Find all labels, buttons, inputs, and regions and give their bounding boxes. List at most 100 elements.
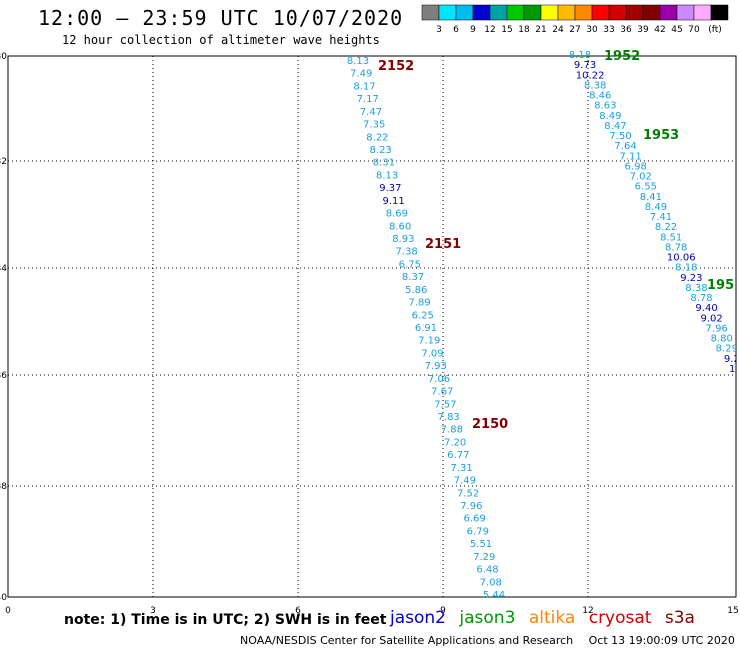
lat-tick-label: -36 — [0, 371, 7, 381]
wave-height-value: 6.25 — [412, 310, 434, 321]
wave-height-value: 6.55 — [635, 182, 657, 193]
color-scale-label: 9 — [470, 25, 476, 35]
color-swatch — [710, 4, 729, 21]
color-scale-label: 21 — [535, 25, 546, 35]
lon-tick-label: 6 — [295, 606, 301, 616]
color-scale-label: 30 — [586, 25, 598, 35]
wave-height-value: 9.11 — [382, 196, 404, 207]
legend-s3a: s3a — [664, 608, 695, 628]
wave-height-value: 6.79 — [467, 526, 489, 537]
map-subtitle: 12 hour collection of altimeter wave hei… — [62, 33, 380, 47]
wave-height-value: 8.29 — [716, 344, 738, 355]
color-scale-label: 3 — [436, 25, 442, 35]
wave-height-value: 9.02 — [700, 313, 722, 324]
legend-jason3: jason3 — [459, 608, 516, 628]
wave-height-value: 8.49 — [645, 202, 667, 213]
wave-height-value: 8.46 — [589, 91, 611, 102]
lat-tick-label: -32 — [0, 157, 7, 167]
wave-height-value: 5.51 — [470, 539, 492, 550]
wave-height-value: 10.22 — [576, 70, 605, 81]
wave-height-value: 7.57 — [434, 399, 456, 410]
wave-height-value: 7.19 — [418, 336, 440, 347]
wave-height-value: 8.60 — [389, 221, 411, 232]
color-scale-label: 33 — [603, 25, 614, 35]
color-scale-label: 6 — [453, 25, 459, 35]
color-scale-label: 12 — [484, 25, 495, 35]
wave-height-value: 8.38 — [685, 283, 707, 294]
lat-tick-label: -30 — [0, 52, 7, 62]
wave-height-value: 8.51 — [660, 232, 682, 243]
wave-height-value: 8.31 — [373, 158, 395, 169]
lat-tick-label: -40 — [0, 593, 7, 603]
wave-height-value: 7.88 — [441, 425, 463, 436]
wave-height-value: 7.89 — [408, 298, 430, 309]
wave-height-value: 7.35 — [363, 120, 385, 131]
wave-height-value: 9.73 — [574, 60, 596, 71]
wave-height-value: 7.20 — [444, 437, 466, 448]
wave-height-value: 8.18 — [569, 50, 591, 61]
lon-tick-label: 15 — [727, 606, 738, 616]
wave-height-value: 7.67 — [431, 387, 453, 398]
pass-label: 1952 — [604, 49, 640, 64]
wave-height-value: 8.69 — [386, 209, 408, 220]
wave-height-value: 7.49 — [350, 69, 372, 80]
pass-label: 2152 — [378, 59, 414, 74]
legend-altika: altika — [528, 608, 576, 628]
color-scale-bar: 3 6 9 12 15 18 21 24 27 30 33 36 39 42 45 70 (ft) — [421, 4, 729, 35]
wave-height-value: 7.02 — [630, 172, 652, 183]
wave-height-value: 8.41 — [640, 192, 662, 203]
wave-height-value: 7.11 — [619, 151, 641, 162]
wave-height-value: 6.48 — [476, 565, 498, 576]
wave-height-value: 5.86 — [405, 285, 427, 296]
wave-height-value: 7.17 — [357, 94, 379, 105]
wave-height-value: 8.78 — [665, 242, 687, 253]
wave-height-value: 8.22 — [366, 132, 388, 143]
wave-height-value: 8.38 — [584, 80, 606, 91]
wave-height-value: 8.13 — [347, 56, 369, 67]
color-scale-label: 39 — [637, 25, 649, 35]
lat-tick-label: -34 — [0, 264, 7, 274]
lon-tick-label: 12 — [582, 606, 593, 616]
credit-timestamp: Oct 13 19:00:09 UTC 2020 — [588, 634, 735, 647]
legend-jason2: jason2 — [390, 608, 446, 628]
color-scale-label: 42 — [654, 25, 665, 35]
credit-org: NOAA/NESDIS Center for Satellite Applica… — [240, 634, 574, 647]
color-scale-label: 15 — [501, 25, 512, 35]
lon-tick-label: 3 — [150, 606, 156, 616]
wave-height-value: 6.77 — [447, 450, 469, 461]
wave-height-value: 9.23 — [680, 273, 702, 284]
color-scale-label: 18 — [518, 25, 530, 35]
wave-height-value: 7.96 — [706, 323, 728, 334]
pass-label: 2151 — [425, 237, 461, 252]
wave-height-value: 7.93 — [425, 361, 447, 372]
wave-height-value: 7.49 — [454, 476, 476, 487]
wave-height-value: 7.47 — [360, 107, 382, 118]
color-scale-label: 45 — [671, 25, 682, 35]
wave-height-value: 8.93 — [392, 234, 414, 245]
wave-height-value: 5.44 — [483, 590, 505, 601]
wave-height-value: 8.63 — [594, 101, 616, 112]
wave-height-value: 8.18 — [675, 263, 697, 274]
wave-height-value: 7.31 — [450, 463, 472, 474]
wave-height-value: 9.37 — [379, 183, 401, 194]
satellite-legend: jason2 jason3 altika cryosat s3a — [390, 608, 703, 628]
wave-height-value: 8.47 — [604, 121, 626, 132]
wave-height-value: 7.29 — [473, 552, 495, 563]
pass-label: 2150 — [472, 417, 508, 432]
wave-height-value: 6.98 — [625, 161, 647, 172]
color-scale-label: (ft) — [708, 25, 722, 35]
wave-height-value: 7.64 — [614, 141, 636, 152]
color-scale-label: 27 — [569, 25, 580, 35]
color-scale-label: 24 — [552, 25, 564, 35]
wave-height-value: 7.96 — [460, 501, 482, 512]
wave-height-value: 7.08 — [480, 577, 502, 588]
wave-height-value: 8.17 — [353, 81, 375, 92]
wave-height-value: 6.69 — [463, 514, 485, 525]
lon-tick-label: 9 — [440, 606, 446, 616]
color-scale-label: 70 — [688, 25, 700, 35]
wave-height-value: 8.78 — [690, 293, 712, 304]
legend-cryosat: cryosat — [588, 608, 652, 628]
wave-height-value: 6.75 — [399, 259, 421, 270]
wave-height-value: 8.13 — [376, 170, 398, 181]
